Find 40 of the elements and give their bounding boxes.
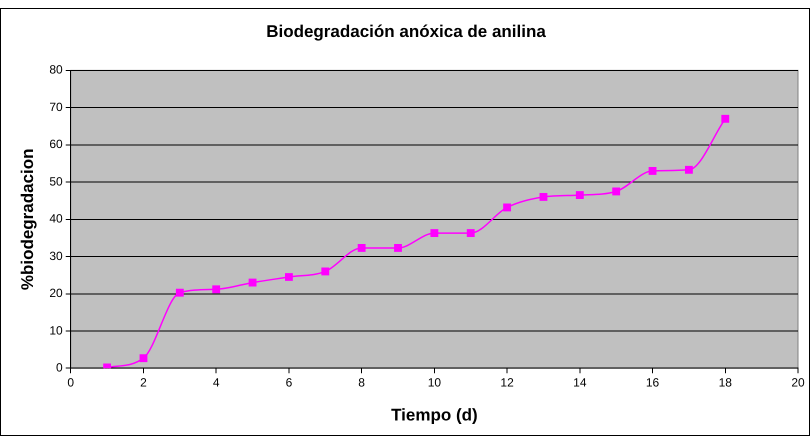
- x-tick-label: 14: [573, 376, 587, 390]
- point: [721, 114, 730, 123]
- y-tick-label: 70: [49, 100, 64, 114]
- point: [466, 229, 475, 238]
- point: [430, 229, 438, 238]
- x-tick-label: 10: [428, 376, 442, 390]
- y-axis-title: %biodegradacion: [18, 148, 37, 290]
- point: [648, 166, 656, 175]
- point: [358, 244, 366, 252]
- point: [321, 267, 330, 276]
- x-tick-label: 8: [358, 376, 366, 390]
- point: [684, 166, 693, 174]
- point: [612, 187, 620, 196]
- x-tick-label: 2: [140, 376, 148, 390]
- y-tick-label: 10: [49, 323, 64, 338]
- y-tick-label: 20: [49, 286, 64, 300]
- point: [503, 203, 512, 212]
- y-tick-label: 80: [49, 62, 64, 77]
- point: [540, 193, 548, 201]
- y-tick-label: 60: [49, 137, 64, 152]
- y-tick-label: 0: [56, 360, 64, 375]
- point: [284, 273, 293, 281]
- y-tick-label: 40: [49, 212, 64, 226]
- point: [248, 278, 256, 287]
- x-tick-label: 20: [791, 376, 805, 390]
- x-axis-title: Tiempo (d): [391, 405, 478, 424]
- x-tick-label: 0: [67, 376, 74, 390]
- x-tick-label: 6: [286, 376, 293, 390]
- x-tick-label: 18: [718, 376, 732, 390]
- x-tick-label: 12: [500, 376, 514, 390]
- chart-title: Biodegradación anóxica de anilina: [266, 22, 546, 41]
- point: [212, 285, 220, 294]
- point: [140, 354, 148, 362]
- y-tick-label: 50: [49, 174, 64, 188]
- x-tick-label: 16: [646, 376, 660, 390]
- x-tick-label: 4: [212, 376, 220, 390]
- point: [176, 288, 184, 297]
- y-tick-label: 30: [49, 248, 64, 263]
- point: [394, 244, 402, 252]
- point: [576, 191, 584, 200]
